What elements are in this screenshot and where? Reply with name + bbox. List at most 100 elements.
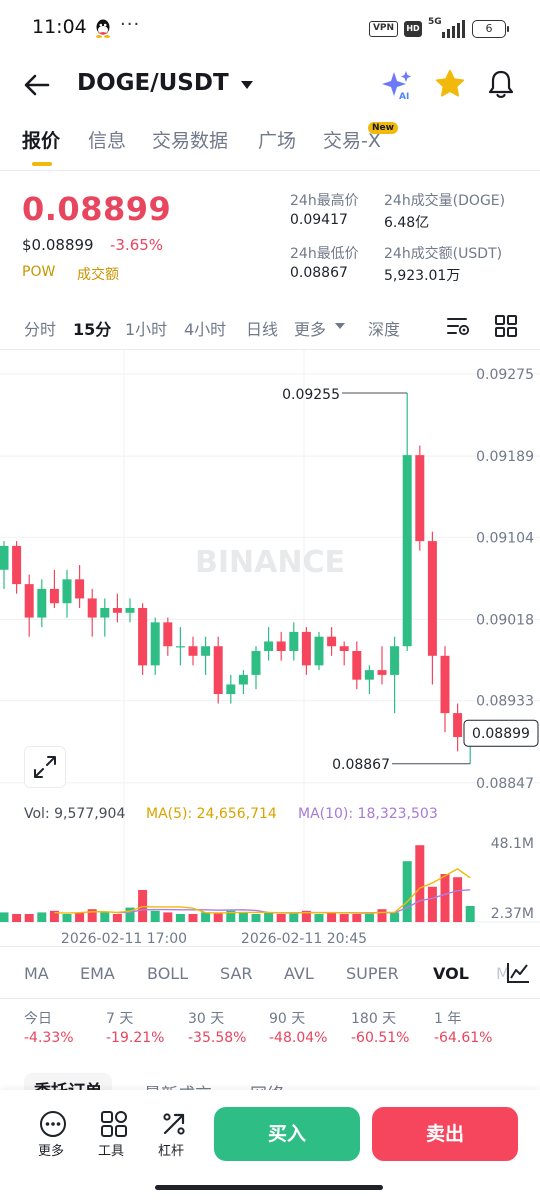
- volume-axis-top: 48.1M: [491, 836, 534, 852]
- sell-button[interactable]: 卖出: [372, 1107, 518, 1161]
- tools-button[interactable]: 工具: [96, 1110, 136, 1160]
- battery-icon: 6: [472, 20, 509, 38]
- interval-more[interactable]: 更多: [294, 320, 327, 339]
- indicator-settings-icon[interactable]: [506, 962, 530, 984]
- indicator-ema[interactable]: EMA: [80, 964, 115, 983]
- candle-body: [276, 641, 286, 652]
- favorite-star-icon[interactable]: [434, 68, 466, 100]
- volume-bar: [251, 914, 261, 922]
- tab-trading-data[interactable]: 交易数据: [152, 130, 229, 152]
- indicator-boll[interactable]: BOLL: [147, 964, 189, 983]
- candle-body: [150, 622, 160, 666]
- indicator-tabs-divider: [0, 998, 540, 999]
- candle: [327, 627, 337, 656]
- more-button[interactable]: 更多: [34, 1110, 74, 1160]
- indicator-avl[interactable]: AVL: [284, 964, 314, 983]
- candle: [213, 636, 223, 704]
- notification-bell-icon[interactable]: [486, 68, 516, 100]
- current-price-box[interactable]: [463, 719, 539, 747]
- perf-7d-label: 7 天: [106, 1011, 134, 1027]
- volume-bar: [427, 886, 437, 922]
- volume-usdt-label: 24h成交额(USDT): [384, 246, 503, 262]
- volume-bar: [301, 910, 311, 922]
- volume-bar: [238, 912, 248, 922]
- perf-today-label: 今日: [24, 1011, 52, 1027]
- price-change-percent: -3.65%: [110, 236, 164, 254]
- tab-quote[interactable]: 报价: [22, 130, 61, 152]
- layout-grid-icon[interactable]: [494, 314, 518, 338]
- candle: [0, 541, 9, 589]
- candle: [12, 541, 22, 594]
- more-label: 更多: [38, 1144, 65, 1159]
- chart-top-divider: [0, 349, 540, 350]
- active-tab-underline: [32, 162, 52, 166]
- candle-body: [87, 598, 97, 618]
- interval-1h[interactable]: 1小时: [125, 320, 168, 339]
- perf-30d-value: -35.58%: [188, 1030, 247, 1046]
- pair-dropdown-caret-icon[interactable]: [240, 80, 254, 90]
- pair-title[interactable]: DOGE/USDT: [77, 70, 229, 96]
- price-usd: $0.08899: [22, 236, 94, 254]
- vol-ma5-readout: MA(5): 24,656,714: [146, 806, 277, 822]
- indicator-super[interactable]: SUPER: [346, 964, 399, 983]
- tab-square[interactable]: 广场: [258, 130, 297, 152]
- candle-body: [390, 646, 400, 675]
- candle-body: [314, 636, 324, 666]
- home-indicator[interactable]: [155, 1185, 383, 1190]
- indicator-more-partial[interactable]: M: [496, 964, 510, 983]
- indicator-ma[interactable]: MA: [24, 964, 49, 983]
- candle: [427, 531, 437, 685]
- indicator-vol[interactable]: VOL: [433, 964, 469, 983]
- candle: [75, 565, 85, 609]
- tag-volume[interactable]: 成交额: [77, 267, 119, 283]
- interval-daily[interactable]: 日线: [246, 320, 279, 339]
- time-axis-label: 2026-02-11 20:45: [241, 931, 367, 947]
- perf-today-value: -4.33%: [24, 1030, 74, 1046]
- candle-body: [163, 622, 173, 647]
- price-axis-label: 0.09104: [476, 530, 534, 546]
- status-time: 11:04: [32, 16, 87, 38]
- volume-bar: [276, 914, 286, 922]
- interval-more-caret-icon[interactable]: [334, 322, 346, 330]
- interval-depth[interactable]: 深度: [368, 320, 401, 339]
- fullscreen-button[interactable]: [24, 746, 66, 788]
- hd-icon: HD: [404, 21, 422, 37]
- buy-button[interactable]: 买入: [214, 1107, 360, 1161]
- volume-bar: [12, 914, 22, 922]
- volume-bar: [201, 912, 211, 922]
- candle: [201, 636, 211, 675]
- volume-bar: [289, 912, 299, 922]
- candle-body: [24, 584, 34, 618]
- candle-body: [112, 608, 122, 613]
- volume-bar: [112, 914, 122, 922]
- candle-body: [251, 651, 261, 675]
- ai-sparkle-icon[interactable]: AI: [380, 68, 414, 102]
- volume-bar: [226, 910, 236, 922]
- interval-4h[interactable]: 4小时: [184, 320, 227, 339]
- network-type: 5G: [428, 17, 442, 27]
- volume-bar: [364, 912, 374, 922]
- candle-body: [364, 670, 374, 680]
- indicator-divider: [0, 946, 540, 947]
- perf-180d-value: -60.51%: [351, 1030, 410, 1046]
- candle: [188, 636, 198, 666]
- back-arrow-icon[interactable]: [22, 70, 52, 100]
- candle: [440, 646, 450, 733]
- candle: [339, 641, 349, 666]
- volume-bar: [37, 912, 47, 922]
- volume-axis-bottom: 2.37M: [491, 906, 534, 922]
- interval-timeline[interactable]: 分时: [24, 320, 57, 339]
- tag-pow[interactable]: POW: [22, 264, 56, 280]
- tab-info[interactable]: 信息: [88, 130, 127, 152]
- interval-15m[interactable]: 15分: [73, 320, 112, 339]
- candle-body: [49, 588, 59, 604]
- volume-bar: [339, 914, 349, 922]
- chart-settings-icon[interactable]: [446, 315, 470, 337]
- candlestick-chart[interactable]: BINANCE 0.09275 0.09189 0.09104 0.09018 0.08…: [0, 350, 540, 950]
- indicator-sar[interactable]: SAR: [220, 964, 253, 983]
- leverage-button[interactable]: 杠杆: [156, 1110, 196, 1160]
- price-axis-label: 0.09275: [476, 367, 534, 383]
- candle: [352, 641, 362, 690]
- candle: [402, 393, 412, 652]
- tab-trade-x[interactable]: 交易-X: [323, 130, 381, 152]
